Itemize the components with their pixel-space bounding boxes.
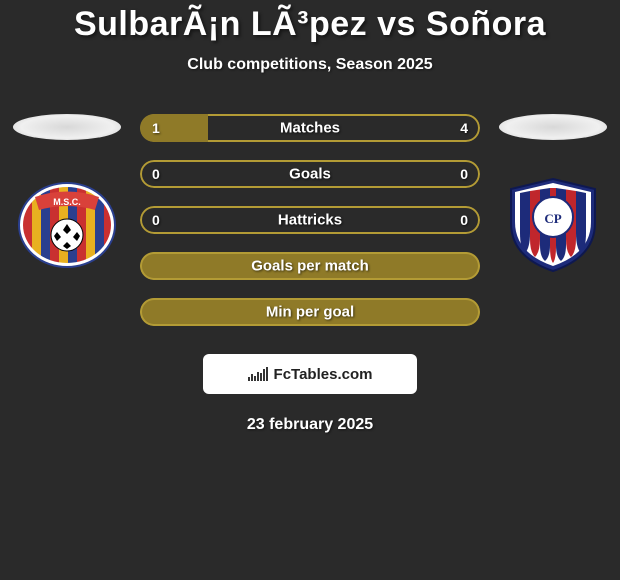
left-club-logo: M.S.C. <box>17 180 117 270</box>
stat-label: Goals <box>289 166 331 183</box>
stats-column: 1 4 Matches 0 0 Goals 0 0 Hattricks Goals per mat… <box>140 114 480 326</box>
stat-value-left: 0 <box>152 166 160 182</box>
svg-text:CP: CP <box>544 211 561 226</box>
stat-row: Min per goal <box>140 298 480 326</box>
svg-text:M.S.C.: M.S.C. <box>53 197 81 207</box>
branding-text: FcTables.com <box>274 366 373 383</box>
stat-value-left: 0 <box>152 212 160 228</box>
player-placeholder-left <box>13 114 121 140</box>
subtitle: Club competitions, Season 2025 <box>0 56 620 74</box>
player-placeholder-right <box>499 114 607 140</box>
stat-label: Goals per match <box>251 258 369 275</box>
stat-value-left: 1 <box>152 120 160 136</box>
stat-label: Matches <box>280 120 340 137</box>
chart-icon <box>248 367 268 381</box>
stat-row: 0 0 Goals <box>140 160 480 188</box>
page-title: SulbarÃ¡n LÃ³pez vs Soñora <box>0 5 620 44</box>
stat-label: Hattricks <box>278 212 342 229</box>
branding-box: FcTables.com <box>203 354 417 394</box>
stat-row: 1 4 Matches <box>140 114 480 142</box>
left-player-column: M.S.C. <box>12 114 122 270</box>
stat-row: Goals per match <box>140 252 480 280</box>
right-player-column: CP <box>498 114 608 270</box>
footer-date: 23 february 2025 <box>0 416 620 434</box>
stat-label: Min per goal <box>266 304 354 321</box>
stat-value-right: 0 <box>460 166 468 182</box>
stat-value-right: 0 <box>460 212 468 228</box>
comparison-row: M.S.C. 1 4 Matches 0 0 Goals 0 0 Hattricks Goals … <box>0 114 620 326</box>
right-club-logo: CP <box>503 180 603 270</box>
stat-row: 0 0 Hattricks <box>140 206 480 234</box>
stat-value-right: 4 <box>460 120 468 136</box>
